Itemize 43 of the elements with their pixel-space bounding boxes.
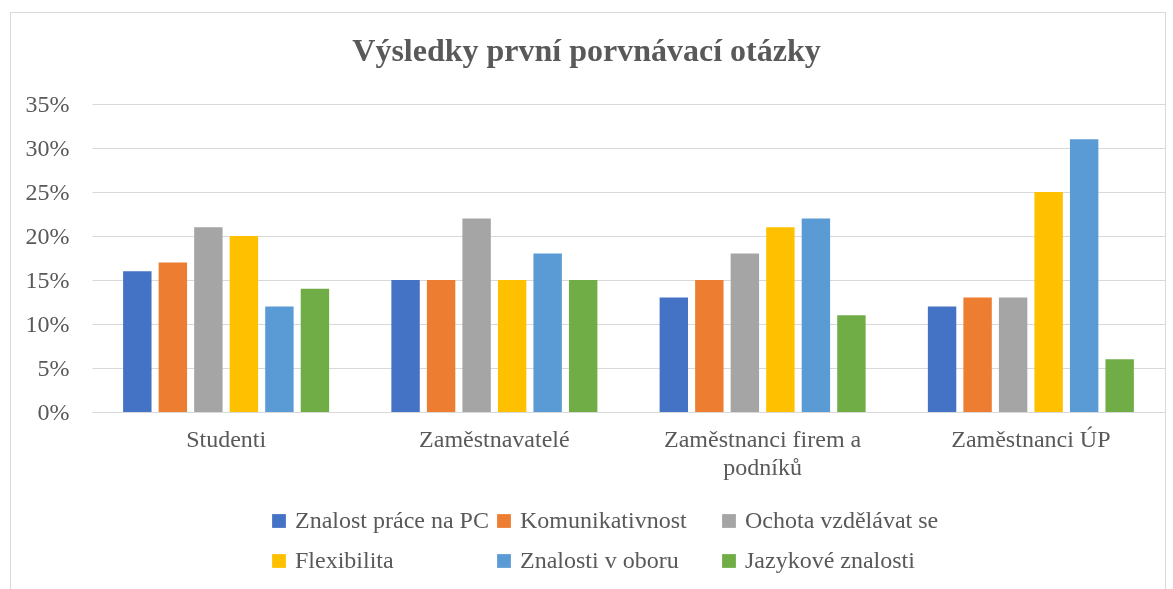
legend-label: Komunikativnost bbox=[520, 507, 687, 533]
bar bbox=[730, 253, 760, 412]
x-tick-label: Studenti bbox=[186, 425, 267, 452]
legend-label: Flexibilita bbox=[295, 547, 395, 573]
bar bbox=[659, 297, 689, 412]
bar bbox=[1069, 139, 1099, 412]
y-tick-label: 10% bbox=[25, 310, 70, 337]
legend-label: Znalosti v oboru bbox=[520, 547, 679, 573]
bar bbox=[963, 297, 992, 412]
bar bbox=[1105, 359, 1134, 412]
bar bbox=[300, 288, 330, 412]
legend-label: Jazykové znalosti bbox=[745, 547, 916, 573]
y-tick-label: 25% bbox=[25, 178, 70, 205]
x-tick-label: Zaměstnavatelé bbox=[419, 425, 570, 452]
bar bbox=[194, 227, 223, 412]
bar bbox=[265, 306, 294, 412]
bar bbox=[837, 315, 866, 412]
bar bbox=[123, 271, 152, 412]
bar bbox=[568, 280, 598, 412]
bar bbox=[533, 253, 562, 412]
x-tick-label: Zaměstnanci ÚP bbox=[951, 425, 1111, 452]
bar bbox=[998, 297, 1028, 412]
legend-label: Znalost práce na PC bbox=[295, 507, 489, 533]
bar bbox=[766, 227, 795, 412]
legend-label: Ochota vzdělávat se bbox=[745, 507, 939, 533]
bar bbox=[229, 236, 259, 412]
bar bbox=[695, 280, 724, 412]
bar bbox=[426, 280, 456, 412]
y-tick-label: 5% bbox=[37, 354, 70, 381]
y-tick-label: 0% bbox=[37, 398, 70, 425]
x-tick-label: Zaměstnanci firem a podníků bbox=[664, 425, 862, 480]
y-tick-label: 35% bbox=[25, 90, 70, 117]
bar bbox=[927, 306, 957, 412]
y-tick-label: 15% bbox=[25, 266, 70, 293]
bar bbox=[158, 262, 188, 412]
y-tick-label: 30% bbox=[25, 134, 70, 161]
bar bbox=[462, 218, 491, 412]
chart-title: Výsledky první porvnávací otázky bbox=[352, 32, 821, 68]
bar bbox=[801, 218, 831, 412]
y-tick-label: 20% bbox=[25, 222, 70, 249]
bar bbox=[497, 280, 527, 412]
bar bbox=[1034, 192, 1063, 412]
bar bbox=[391, 280, 420, 412]
